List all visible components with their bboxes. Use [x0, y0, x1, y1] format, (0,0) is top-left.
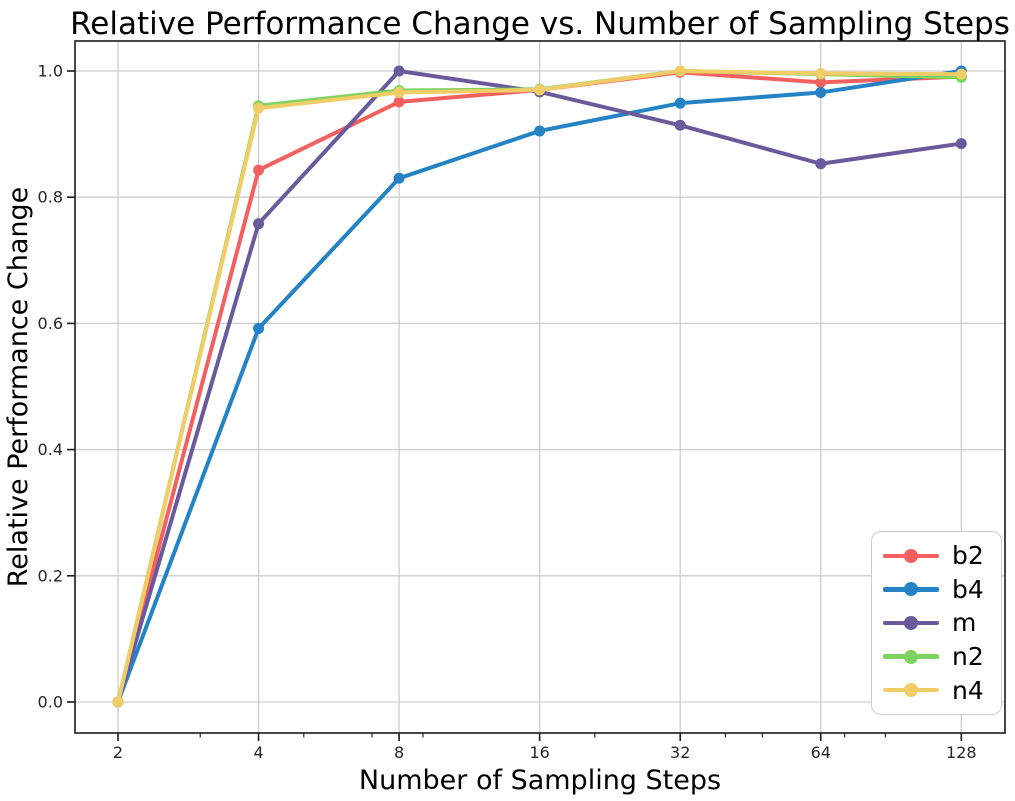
chart-title: Relative Performance Change vs. Number o… — [70, 6, 1010, 42]
legend-item-m: m — [883, 610, 1001, 635]
tick-labels: 2 4 8 16 32 64 128 0.0 0.2 0.4 0.6 0.8 1.0 — [38, 62, 977, 763]
legend-item-n4: n4 — [883, 678, 1001, 703]
series-point-n4 — [534, 84, 546, 96]
x-tick-label: 4 — [253, 743, 263, 762]
series-point-m — [393, 65, 405, 77]
series-point-m — [955, 138, 967, 150]
series-point-n4 — [393, 86, 405, 98]
series-point-n4 — [112, 696, 124, 708]
series-point-b4 — [253, 322, 265, 334]
legend-dot-icon — [904, 582, 918, 597]
x-tick-label: 8 — [394, 743, 404, 762]
series-point-b2 — [393, 96, 405, 108]
legend-line-icon — [883, 649, 939, 664]
legend-dot-icon — [904, 649, 918, 664]
legend-label: n2 — [952, 642, 984, 672]
legend-item-n2: n2 — [883, 644, 1001, 669]
series-point-b4 — [674, 97, 686, 109]
legend-label: m — [952, 608, 977, 638]
series-point-n4 — [815, 68, 827, 80]
series-point-n4 — [253, 102, 265, 114]
gridlines — [75, 41, 1005, 733]
y-tick-label: 0.8 — [38, 188, 63, 207]
series-point-b4 — [393, 172, 405, 184]
x-tick-label: 64 — [811, 743, 831, 762]
legend-line-icon — [883, 683, 939, 698]
legend-dot-icon — [904, 683, 918, 698]
x-axis-label: Number of Sampling Steps — [359, 765, 721, 796]
y-tick-label: 0.0 — [38, 693, 63, 712]
legend-line-icon — [883, 582, 939, 597]
legend-label: n4 — [952, 675, 984, 705]
legend: b2 b4 m n2 n4 — [871, 531, 1002, 715]
legend-line-icon — [883, 548, 939, 563]
x-tick-label: 128 — [946, 743, 977, 762]
y-tick-label: 0.4 — [38, 440, 63, 459]
y-tick-label: 0.6 — [38, 314, 63, 333]
series-point-m — [815, 158, 827, 170]
series-point-b4 — [815, 86, 827, 98]
legend-dot-icon — [904, 548, 918, 563]
legend-item-b2: b2 — [883, 543, 1001, 568]
legend-label: b2 — [952, 541, 984, 571]
y-axis-label: Relative Performance Change — [3, 187, 34, 588]
legend-item-b4: b4 — [883, 577, 1001, 602]
x-tick-label: 32 — [670, 743, 690, 762]
series-point-b2 — [815, 76, 827, 88]
legend-dot-icon — [904, 615, 918, 630]
series-point-b2 — [253, 164, 265, 176]
data-series — [112, 65, 967, 708]
series-point-b4 — [534, 125, 546, 137]
y-tick-label: 0.2 — [38, 566, 63, 585]
axis-ticks — [67, 70, 963, 741]
legend-label: b4 — [952, 574, 984, 604]
x-tick-label: 16 — [529, 743, 549, 762]
y-tick-label: 1.0 — [38, 62, 63, 81]
series-point-m — [253, 218, 265, 230]
x-tick-label: 2 — [113, 743, 123, 762]
legend-line-icon — [883, 615, 939, 630]
series-point-m — [674, 119, 686, 131]
series-point-n4 — [674, 65, 686, 77]
series-point-n4 — [955, 68, 967, 80]
